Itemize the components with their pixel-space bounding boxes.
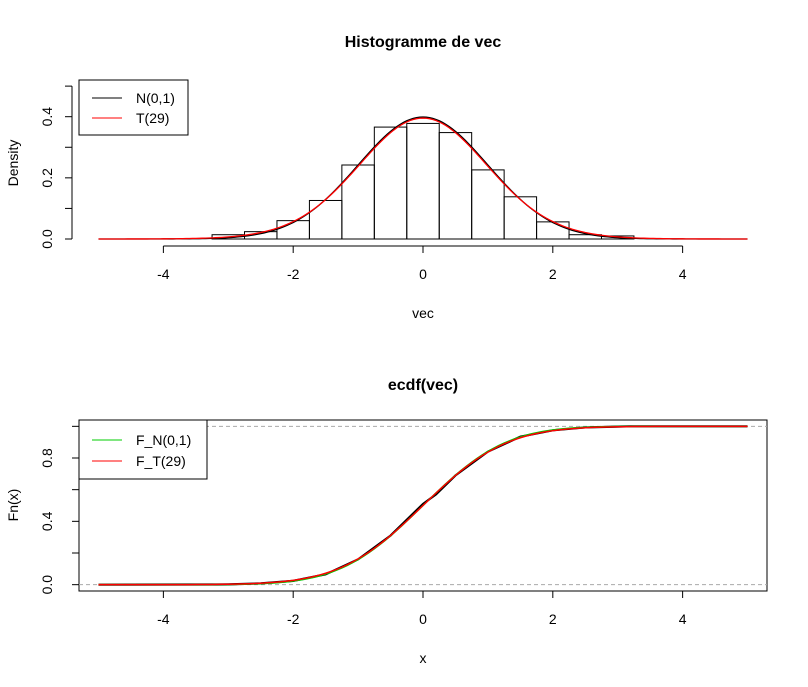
- histogram-x-tick-label: -4: [157, 266, 170, 282]
- ecdf-panel: ecdf(vec) -4 -2 0 2 4 0.0 0.4 0.8 x Fn(x) F_N(…: [5, 377, 768, 666]
- ecdf-y-tick-label: 0.8: [39, 448, 55, 468]
- histogram-bar: [471, 169, 505, 240]
- histogram-y-axis-title: Density: [5, 140, 21, 187]
- ecdf-legend-label-normal: F_N(0,1): [136, 432, 191, 448]
- histogram-bar: [536, 221, 570, 240]
- density-curve-normal: [98, 116, 748, 240]
- ecdf-title: ecdf(vec): [388, 377, 458, 394]
- histogram-panel: Histogramme de vec -4 -2 0 2 4 0.0 0.2 0.4 vec…: [5, 34, 748, 321]
- ecdf-y-tick-label: 0.0: [39, 575, 55, 595]
- ecdf-series: [98, 425, 748, 586]
- ecdf-legend-label-t: F_T(29): [136, 453, 186, 469]
- ecdf-x-axis: -4 -2 0 2 4: [157, 591, 687, 627]
- histogram-title: Histogramme de vec: [345, 34, 502, 51]
- histogram-y-axis: 0.0 0.2 0.4: [39, 85, 73, 249]
- ecdf-y-tick-label: 0.4: [39, 511, 55, 531]
- ecdf-legend: F_N(0,1) F_T(29): [78, 419, 208, 480]
- ecdf-x-tick-label: -2: [287, 611, 300, 627]
- ecdf-y-axis-title: Fn(x): [5, 489, 21, 522]
- density-curve-t: [98, 117, 748, 240]
- histogram-x-tick-label: 4: [679, 266, 687, 282]
- histogram-bar: [276, 220, 310, 240]
- ecdf-x-tick-label: -4: [157, 611, 170, 627]
- ecdf-legend-box: [78, 419, 208, 480]
- histogram-bars: [211, 122, 635, 240]
- histogram-y-tick-label: 0.2: [39, 168, 55, 188]
- histogram-y-tick-label: 0.4: [39, 107, 55, 127]
- histogram-legend-label-normal: N(0,1): [136, 90, 175, 106]
- histogram-legend-box: [78, 79, 189, 136]
- histogram-legend-label-t: T(29): [136, 110, 169, 126]
- ecdf-x-axis-title: x: [420, 650, 427, 666]
- histogram-x-tick-label: 0: [419, 266, 427, 282]
- histogram-density-curves: [98, 116, 748, 240]
- histogram-x-axis-title: vec: [412, 305, 434, 321]
- ecdf-x-tick-label: 4: [679, 611, 687, 627]
- histogram-legend: N(0,1) T(29): [78, 79, 189, 136]
- ecdf-x-tick-label: 0: [419, 611, 427, 627]
- histogram-x-tick-label: 2: [549, 266, 557, 282]
- histogram-bar: [406, 122, 440, 240]
- histogram-bar: [341, 164, 375, 240]
- histogram-x-tick-label: -2: [287, 266, 300, 282]
- histogram-bar: [503, 196, 538, 240]
- ecdf-x-tick-label: 2: [549, 611, 557, 627]
- histogram-x-axis: -4 -2 0 2 4: [157, 245, 687, 282]
- histogram-bar: [308, 199, 343, 240]
- ecdf-y-axis: 0.0 0.4 0.8: [39, 425, 79, 595]
- histogram-y-tick-label: 0.0: [39, 229, 55, 249]
- ecdf-t-cdf-line: [98, 425, 748, 586]
- histogram-bar: [438, 132, 473, 240]
